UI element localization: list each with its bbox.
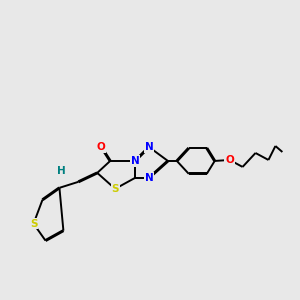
Text: O: O (225, 155, 234, 165)
Text: S: S (30, 219, 37, 229)
Text: S: S (111, 184, 119, 194)
Text: H: H (57, 166, 66, 176)
Text: O: O (97, 142, 106, 152)
Text: N: N (131, 156, 140, 166)
Text: N: N (145, 173, 153, 183)
Text: N: N (145, 142, 153, 152)
